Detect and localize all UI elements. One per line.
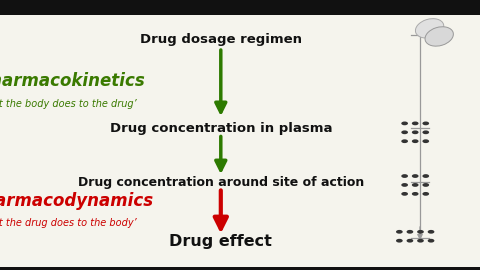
Circle shape: [401, 183, 408, 187]
Circle shape: [407, 239, 413, 242]
Text: ‘What the body does to the drug’: ‘What the body does to the drug’: [0, 99, 137, 109]
Circle shape: [422, 192, 429, 196]
Circle shape: [401, 192, 408, 196]
Circle shape: [396, 239, 403, 242]
Circle shape: [412, 183, 419, 187]
Text: Pharmacokinetics: Pharmacokinetics: [0, 72, 146, 90]
Circle shape: [412, 174, 419, 178]
Circle shape: [401, 139, 408, 143]
Circle shape: [412, 139, 419, 143]
Text: Pharmacodynamics: Pharmacodynamics: [0, 192, 154, 210]
Circle shape: [401, 130, 408, 134]
Text: Drug concentration around site of action: Drug concentration around site of action: [78, 176, 364, 189]
Text: Drug dosage regimen: Drug dosage regimen: [140, 33, 302, 46]
Circle shape: [412, 130, 419, 134]
Circle shape: [401, 122, 408, 125]
Circle shape: [422, 130, 429, 134]
Circle shape: [422, 183, 429, 187]
Text: Drug effect: Drug effect: [169, 234, 272, 249]
Circle shape: [396, 230, 403, 234]
Text: ‘What the drug does to the body’: ‘What the drug does to the body’: [0, 218, 137, 228]
Ellipse shape: [415, 19, 444, 38]
Circle shape: [407, 230, 413, 234]
Ellipse shape: [425, 27, 454, 46]
Circle shape: [422, 139, 429, 143]
Circle shape: [417, 230, 424, 234]
Circle shape: [428, 239, 434, 242]
Circle shape: [417, 239, 424, 242]
Circle shape: [401, 174, 408, 178]
Text: Drug concentration in plasma: Drug concentration in plasma: [109, 122, 332, 135]
Circle shape: [422, 174, 429, 178]
Circle shape: [428, 230, 434, 234]
Circle shape: [412, 122, 419, 125]
Circle shape: [412, 192, 419, 196]
Circle shape: [422, 122, 429, 125]
